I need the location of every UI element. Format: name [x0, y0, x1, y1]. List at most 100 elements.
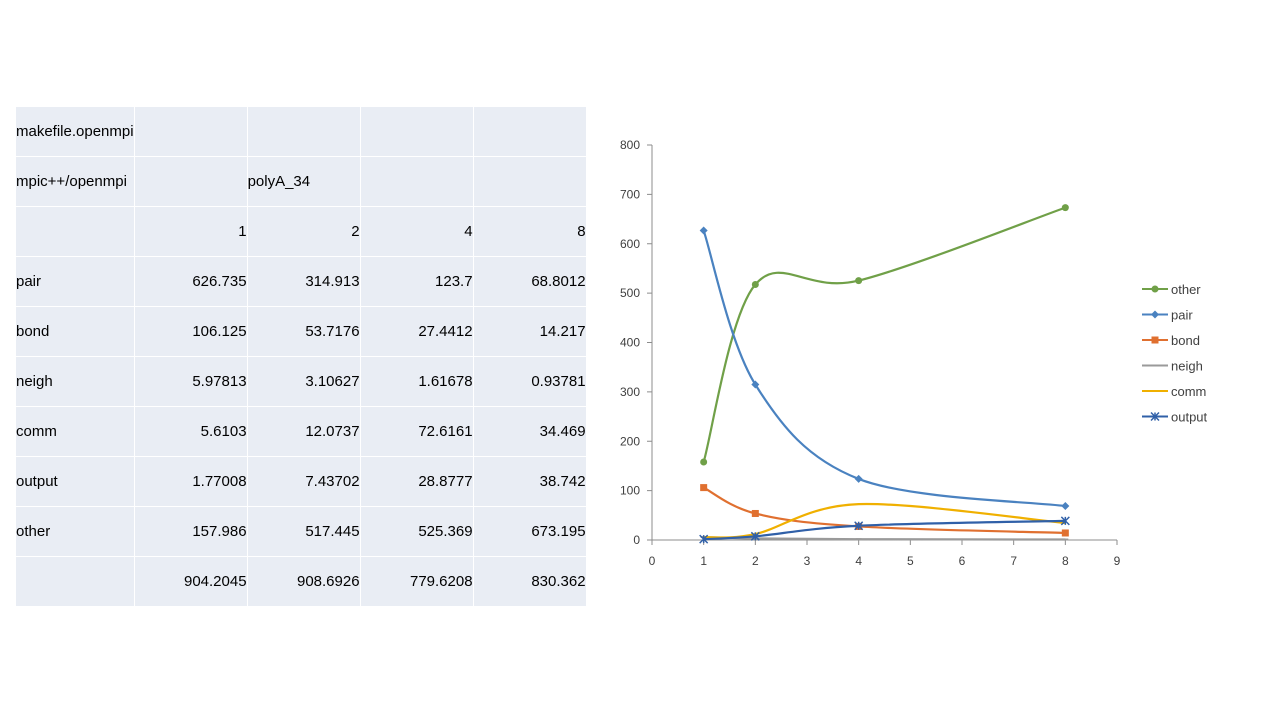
table-cell: 0.93781	[473, 356, 587, 407]
table-row: makefile.openmpi	[16, 107, 587, 157]
table-cell: 673.195	[473, 506, 587, 557]
x-tick-label: 4	[855, 554, 862, 568]
table-cell: 908.6926	[247, 556, 361, 607]
data-point-pair	[751, 380, 760, 389]
table-row: mpic++/openmpi polyA_34	[16, 156, 587, 207]
legend-label-neigh: neigh	[1171, 359, 1203, 374]
table-cell: mpic++/openmpi	[16, 156, 135, 207]
table-cell: 626.735	[134, 256, 248, 307]
legend-marker-bond	[1151, 336, 1159, 344]
table-cell: 8	[473, 206, 587, 257]
legend-label-output: output	[1171, 410, 1208, 425]
table-cell: neigh	[16, 356, 135, 407]
data-point-output	[750, 531, 760, 541]
series-line-other	[702, 206, 1066, 463]
x-tick-label: 1	[700, 554, 707, 568]
data-point-pair	[854, 474, 863, 483]
data-point-bond	[700, 484, 708, 492]
table-row: 904.2045 908.6926 779.6208 830.362	[16, 556, 587, 607]
table-cell: 157.986	[134, 506, 248, 557]
y-tick-label: 100	[620, 484, 640, 498]
table-cell: polyA_34	[247, 156, 361, 207]
line-chart: 0 100 200 300 400 500 600 700 800 0 1 2 3 4 5 6 7 8 9 other…	[620, 138, 1208, 568]
table-row: pair 626.735 314.913 123.7 68.8012	[16, 256, 587, 307]
x-tick-label: 7	[1010, 554, 1017, 568]
table-cell	[473, 156, 587, 207]
table-cell: 3.10627	[247, 356, 361, 407]
y-tick-label: 300	[620, 385, 640, 399]
data-point-other	[855, 277, 863, 285]
table-cell: output	[16, 456, 135, 507]
legend-label-pair: pair	[1171, 308, 1193, 323]
table-cell	[473, 107, 587, 157]
series-line-output	[703, 519, 1066, 541]
y-tick-label: 0	[633, 533, 640, 547]
table-cell: 27.4412	[360, 306, 474, 357]
table-body: makefile.openmpi mpic++/openmpi polyA_34 1 2…	[16, 107, 587, 607]
data-point-pair	[699, 226, 708, 235]
x-tick-label: 9	[1114, 554, 1121, 568]
table-cell: 72.6161	[360, 406, 474, 457]
table-cell	[16, 556, 135, 607]
table-row: comm 5.6103 12.0737 72.6161 34.469	[16, 406, 587, 457]
table-cell	[16, 206, 135, 257]
legend-label-bond: bond	[1171, 333, 1200, 348]
table-cell: 5.97813	[134, 356, 248, 407]
table-cell	[247, 107, 361, 157]
y-tick-label: 400	[620, 336, 640, 350]
table-cell: 106.125	[134, 306, 248, 357]
table-cell: comm	[16, 406, 135, 457]
x-tick-label: 6	[959, 554, 966, 568]
x-tick-label: 2	[752, 554, 759, 568]
legend-marker-other	[1151, 285, 1159, 293]
table-cell: 123.7	[360, 256, 474, 307]
legend-marker-pair	[1151, 310, 1159, 319]
table-row: output 1.77008 7.43702 28.8777 38.742	[16, 456, 587, 507]
y-tick-label: 600	[620, 237, 640, 251]
table-row: other 157.986 517.445 525.369 673.195	[16, 506, 587, 557]
table-cell: 1	[134, 206, 248, 257]
table-row: bond 106.125 53.7176 27.4412 14.217	[16, 306, 587, 357]
x-tick-label: 3	[804, 554, 811, 568]
table-cell: 14.217	[473, 306, 587, 357]
table-cell: bond	[16, 306, 135, 357]
y-tick-label: 700	[620, 187, 640, 201]
data-point-pair	[1061, 502, 1070, 511]
legend-marker-output	[1150, 411, 1160, 422]
data-point-output	[854, 521, 864, 531]
table-row: neigh 5.97813 3.10627 1.61678 0.93781	[16, 356, 587, 407]
data-point-other	[700, 458, 708, 466]
x-tick-label: 8	[1062, 554, 1069, 568]
data-point-bond	[751, 509, 759, 517]
table-cell: 830.362	[473, 556, 587, 607]
table-cell: pair	[16, 256, 135, 307]
table-cell: 5.6103	[134, 406, 248, 457]
table-cell: 34.469	[473, 406, 587, 457]
data-point-output	[699, 534, 709, 544]
table-cell: 7.43702	[247, 456, 361, 507]
table-cell	[360, 107, 474, 157]
y-tick-label: 500	[620, 286, 640, 300]
data-point-bond	[1061, 529, 1069, 537]
table-cell: 1.61678	[360, 356, 474, 407]
table-cell: other	[16, 506, 135, 557]
x-tick-label: 5	[907, 554, 914, 568]
table-cell	[360, 156, 474, 207]
y-tick-label: 200	[620, 434, 640, 448]
series-line-pair	[702, 230, 1066, 508]
table-cell: 904.2045	[134, 556, 248, 607]
x-tick-label: 0	[649, 554, 656, 568]
table-cell	[134, 107, 248, 157]
table-cell: 779.6208	[360, 556, 474, 607]
table-cell: 314.913	[247, 256, 361, 307]
table-cell: 1.77008	[134, 456, 248, 507]
legend-label-comm: comm	[1171, 384, 1206, 399]
table-cell: makefile.openmpi	[16, 107, 135, 157]
legend-label-other: other	[1171, 282, 1201, 297]
table-cell: 28.8777	[360, 456, 474, 507]
table-cell: 38.742	[473, 456, 587, 507]
y-tick-label: 800	[620, 138, 640, 152]
table-cell: 525.369	[360, 506, 474, 557]
data-point-output	[1060, 516, 1070, 526]
